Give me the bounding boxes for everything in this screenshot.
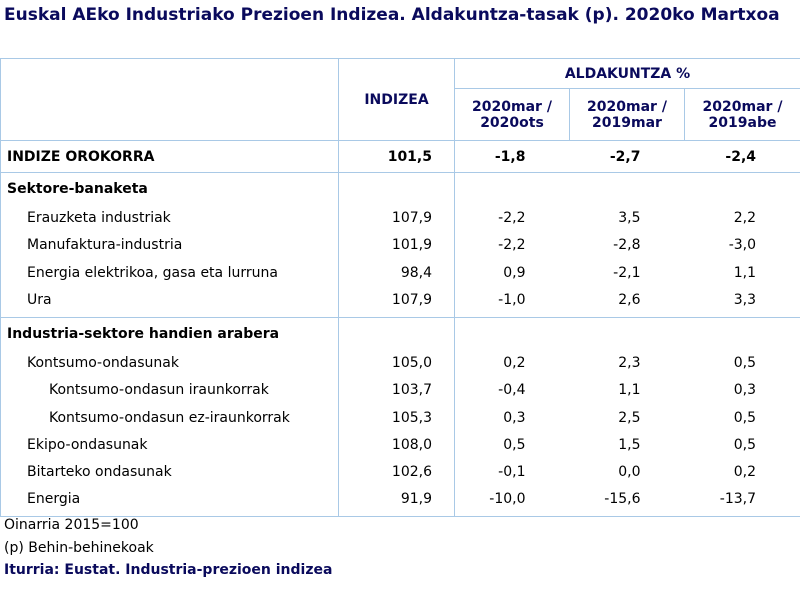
header-cell: INDIZEA — [338, 58, 455, 141]
cell: 2,2 — [684, 204, 800, 232]
cell — [338, 317, 455, 350]
cell: -2,2 — [454, 231, 570, 260]
row-label: Bitarteko ondasunak — [0, 458, 339, 486]
cell: 0,5 — [684, 403, 800, 432]
cell: -15,6 — [569, 485, 685, 518]
row-label: Energia elektrikoa, gasa eta lurruna — [0, 259, 339, 287]
section-title: Sektore-banaketa — [0, 172, 339, 205]
row-label: Kontsumo-ondasun iraunkorrak — [0, 376, 339, 404]
cell: -10,0 — [454, 485, 570, 518]
data-row: Kontsumo-ondasunak 105,0 0,2 2,3 0,5 — [0, 349, 800, 377]
cell: 0,5 — [684, 349, 800, 377]
row-label: Manufaktura-industria — [0, 231, 339, 260]
header-cell: 2020mar / 2019mar — [569, 88, 685, 141]
row-label: INDIZE OROKORRA — [0, 140, 339, 173]
notes: Oinarria 2015=100 (p) Behin-behinekoak Itu… — [4, 514, 332, 582]
data-row: Manufaktura-industria 101,9 -2,2 -2,8 -3,0 — [0, 231, 800, 260]
cell: -2,2 — [454, 204, 570, 232]
cell: -2,7 — [569, 140, 685, 173]
period-label: 2020mar / 2019mar — [587, 98, 667, 131]
header-cell: ALDAKUNTZA % — [453, 58, 800, 89]
cell: 101,9 — [338, 231, 455, 260]
cell: 0,2 — [454, 349, 570, 377]
cell: 107,9 — [338, 286, 455, 318]
cell — [453, 317, 800, 350]
cell: 0,3 — [454, 403, 570, 432]
cell: 98,4 — [338, 259, 455, 287]
cell — [453, 172, 800, 205]
row-label: Ura — [0, 286, 339, 318]
section-row: Sektore-banaketa — [0, 172, 800, 205]
cell: 0,5 — [684, 431, 800, 459]
cell: -2,1 — [613, 264, 641, 281]
cell: 103,7 — [338, 376, 455, 404]
row-label: Kontsumo-ondasunak — [0, 349, 339, 377]
note: Oinarria 2015=100 — [4, 517, 139, 533]
row-label: Energia — [0, 485, 339, 518]
cell: 2,3 — [618, 355, 641, 372]
cell: 1,1 — [618, 382, 641, 399]
cell: -3,0 — [684, 231, 800, 260]
data-row: Ekipo-ondasunak 108,0 0,5 1,5 0,5 — [0, 431, 800, 459]
cell: -0,1 — [454, 458, 570, 486]
data-row: Energia 91,9 -10,0 -15,6 -13,7 — [0, 485, 800, 518]
cell: 108,0 — [338, 431, 455, 459]
cell: 0,5 — [454, 431, 570, 459]
cell: 1,5 — [618, 436, 641, 453]
cell: -2,8 — [613, 237, 641, 254]
data-row: Erauzketa industriak 107,9 -2,2 3,5 2,2 — [0, 204, 800, 232]
table: INDIZEA ALDAKUNTZA % 2020mar / 2020ots 2020… — [0, 58, 800, 518]
cell: -0,4 — [454, 376, 570, 404]
header-cell: 2020mar / 2019abe — [683, 88, 800, 141]
cell: -1,8 — [454, 140, 570, 173]
data-row: Kontsumo-ondasun ez-iraunkorrak 105,3 0,3 2… — [0, 403, 800, 432]
cell: 2,5 — [618, 409, 641, 426]
note: Iturria: Eustat. Industria-prezioen indi… — [4, 562, 333, 578]
data-row: INDIZE OROKORRA 101,5 -1,8 -2,7 -2,4 — [0, 140, 800, 173]
cell: 3,5 — [618, 210, 641, 227]
header-row: 2020mar / 2020ots 2020mar / 2019mar 2020ma… — [1, 88, 800, 141]
header-row: INDIZEA ALDAKUNTZA % — [0, 58, 800, 141]
row-label: Ekipo-ondasunak — [0, 431, 339, 459]
cell: -2,4 — [684, 140, 800, 173]
header-cell — [0, 58, 339, 141]
cell: 91,9 — [338, 485, 455, 518]
cell: 102,6 — [338, 458, 455, 486]
section-title: Industria-sektore handien arabera — [0, 317, 339, 350]
cell: 0,2 — [684, 458, 800, 486]
title: Euskal AEko Industriako Prezioen Indizea… — [4, 5, 780, 25]
row-label: Kontsumo-ondasun ez-iraunkorrak — [0, 403, 339, 432]
note: (p) Behin-behinekoak — [4, 539, 154, 556]
header-cell: 2020mar / 2020ots — [454, 88, 570, 141]
cell: 0,9 — [454, 259, 570, 287]
cell: 2,6 — [569, 286, 685, 318]
cell: 105,3 — [338, 403, 455, 432]
table-body: INDIZEA ALDAKUNTZA % 2020mar / 2020ots 2020… — [0, 58, 800, 518]
cell: -13,7 — [684, 485, 800, 518]
cell: -1,0 — [454, 286, 570, 318]
data-row: Bitarteko ondasunak 102,6 -0,1 0,0 0,2 — [0, 458, 800, 486]
data-row: Ura 107,9 -1,0 2,6 3,3 — [0, 286, 800, 318]
cell — [338, 172, 455, 205]
cell: 1,1 — [684, 259, 800, 287]
cell: 105,0 — [338, 349, 455, 377]
row-label: Erauzketa industriak — [0, 204, 339, 232]
cell: 0,0 — [618, 464, 641, 481]
period-label: 2020mar / 2019abe — [702, 98, 783, 131]
cell: 101,5 — [338, 140, 455, 173]
cell: 107,9 — [338, 204, 455, 232]
data-row: Energia elektrikoa, gasa eta lurruna 98,4… — [0, 259, 800, 287]
section-row: Industria-sektore handien arabera — [0, 317, 800, 350]
cell: 3,3 — [684, 286, 800, 318]
data-row: Kontsumo-ondasun iraunkorrak 103,7 -0,4 1,1… — [0, 376, 800, 404]
cell: 0,3 — [684, 376, 800, 404]
period-label: 2020mar / 2020ots — [472, 98, 552, 131]
